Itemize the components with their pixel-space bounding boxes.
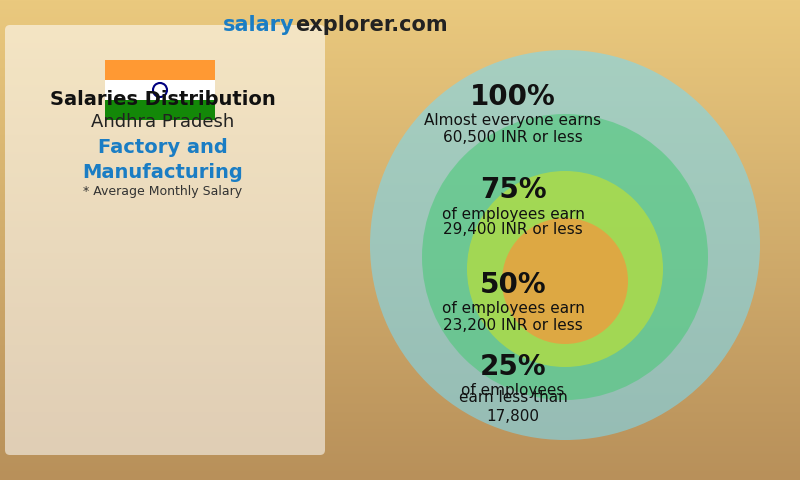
Bar xyxy=(105,100,215,120)
Text: earn less than
17,800: earn less than 17,800 xyxy=(458,390,567,424)
Text: 60,500 INR or less: 60,500 INR or less xyxy=(443,130,583,144)
Text: 100%: 100% xyxy=(470,83,556,111)
Text: Salaries Distribution: Salaries Distribution xyxy=(50,90,276,109)
Text: of employees earn: of employees earn xyxy=(442,206,585,221)
Text: * Average Monthly Salary: * Average Monthly Salary xyxy=(83,185,242,198)
Text: of employees: of employees xyxy=(462,384,565,398)
Text: 23,200 INR or less: 23,200 INR or less xyxy=(443,317,583,333)
Text: of employees earn: of employees earn xyxy=(442,301,585,316)
Bar xyxy=(105,60,215,80)
Text: 50%: 50% xyxy=(480,271,546,299)
Circle shape xyxy=(422,114,708,400)
Bar xyxy=(105,80,215,100)
Text: Andhra Pradesh: Andhra Pradesh xyxy=(91,113,234,131)
Circle shape xyxy=(467,171,663,367)
Text: Factory and
Manufacturing: Factory and Manufacturing xyxy=(82,138,243,182)
Text: 75%: 75% xyxy=(480,176,546,204)
FancyBboxPatch shape xyxy=(5,25,325,455)
Circle shape xyxy=(370,50,760,440)
Text: explorer.com: explorer.com xyxy=(295,15,448,35)
Text: salary: salary xyxy=(223,15,295,35)
Circle shape xyxy=(502,218,628,344)
Text: 29,400 INR or less: 29,400 INR or less xyxy=(443,223,583,238)
Text: Almost everyone earns: Almost everyone earns xyxy=(425,113,602,129)
Text: 25%: 25% xyxy=(480,353,546,381)
